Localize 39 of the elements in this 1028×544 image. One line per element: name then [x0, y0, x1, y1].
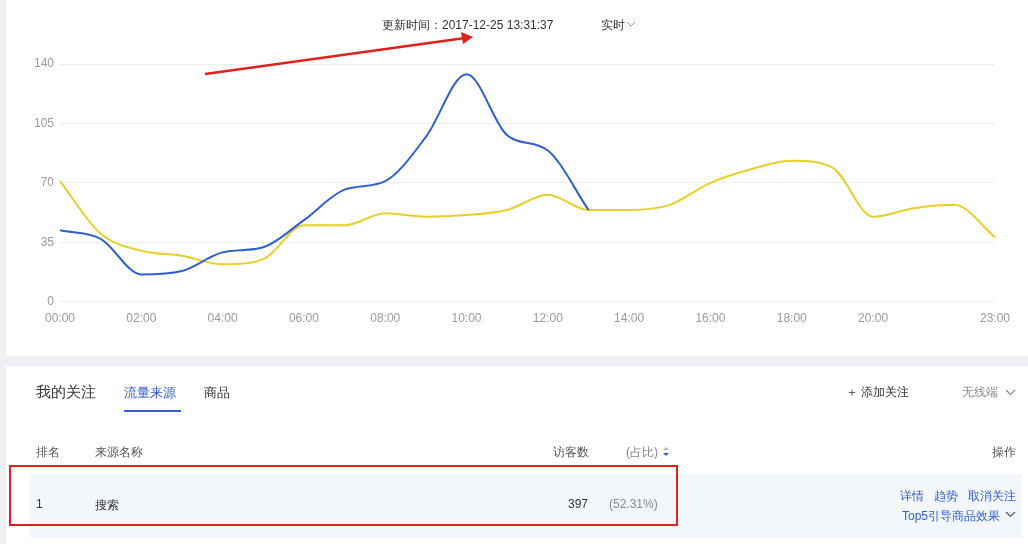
text: ＋ 添加关注	[846, 384, 910, 401]
y-tick-label: 70	[40, 175, 55, 190]
x-tick-label: 16:00	[695, 311, 726, 326]
x-tick-label: 02:00	[126, 311, 157, 326]
y-tick-label: 35	[40, 234, 55, 249]
text: 详情	[900, 488, 924, 505]
text: 搜索	[95, 497, 119, 514]
x-tick-label: 06:00	[288, 311, 320, 326]
line-series	[59, 159, 996, 266]
text: 无线端	[962, 384, 998, 401]
text: 趋势	[934, 488, 958, 505]
text: 取消关注	[968, 488, 1016, 505]
text: 访客数	[553, 444, 589, 461]
text: 排名	[36, 444, 60, 461]
line-series	[59, 73, 590, 276]
x-tick-label: 10:00	[451, 311, 482, 326]
text: Top5引导商品效果	[902, 508, 1001, 525]
text: (占比)	[626, 444, 658, 461]
x-tick-label: 14:00	[614, 311, 645, 326]
x-tick-label: 23:00	[979, 311, 1011, 326]
text: (52.31%)	[609, 497, 658, 511]
y-tick-label: 0	[47, 293, 55, 308]
chart-title: 更新时间：2017-12-25 13:31:37	[382, 17, 554, 34]
x-tick-label: 04:00	[207, 311, 238, 326]
y-tick-label: 105	[33, 115, 55, 130]
x-tick-label: 00:00	[45, 311, 76, 326]
y-tick-label: 140	[33, 56, 55, 71]
text: 流量来源	[124, 384, 176, 402]
x-tick-label: 08:00	[370, 311, 401, 326]
text: 商品	[204, 384, 230, 402]
text: 我的关注	[36, 383, 96, 402]
x-tick-label: 20:00	[858, 311, 889, 326]
x-tick-label: 12:00	[532, 311, 564, 326]
x-tick-label: 18:00	[776, 311, 808, 326]
text: 实时	[601, 17, 625, 34]
text: 来源名称	[95, 444, 143, 461]
text: 1	[36, 497, 43, 511]
text: 397	[568, 497, 589, 511]
text: 操作	[992, 444, 1016, 461]
